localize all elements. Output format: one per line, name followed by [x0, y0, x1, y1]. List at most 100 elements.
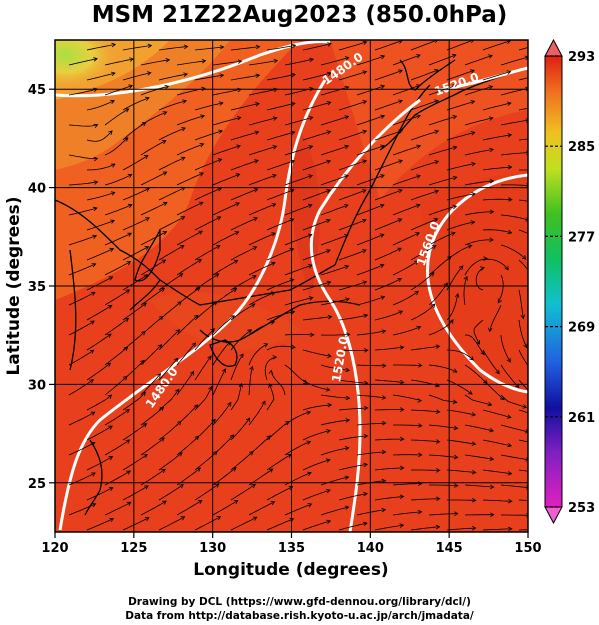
streamline [428, 176, 457, 186]
streamline [410, 498, 440, 501]
streamline-arrowhead [177, 301, 182, 306]
streamline-arrowhead [110, 99, 115, 105]
streamline [68, 320, 95, 336]
streamline-arrowhead [182, 99, 187, 104]
streamline [320, 298, 350, 306]
streamline [266, 74, 296, 81]
streamline-arrowhead [363, 491, 368, 497]
streamline [140, 140, 167, 156]
streamline-arrowhead [255, 102, 260, 107]
streamline [86, 72, 116, 81]
streamline [374, 218, 402, 231]
streamline-arrowhead [201, 59, 207, 64]
y-axis-label: Latitude (degrees) [4, 196, 24, 375]
streamline-arrowhead [90, 291, 96, 296]
streamline-arrowhead [344, 204, 349, 209]
streamline [392, 54, 421, 66]
streamline-arrowhead [180, 216, 186, 221]
streamline-arrowhead [310, 332, 315, 338]
streamline [86, 362, 111, 381]
streamline-arrowhead [381, 329, 387, 334]
streamline [500, 424, 528, 433]
streamline-arrowhead [109, 247, 115, 253]
streamline [140, 85, 169, 96]
streamline-arrowhead [252, 516, 258, 521]
y-tick-label: 35 [28, 280, 46, 295]
streamline-arrowhead [418, 481, 423, 486]
streamline [266, 189, 295, 201]
streamline-arrowhead [127, 174, 133, 179]
streamline [464, 334, 485, 355]
streamline [194, 516, 221, 531]
streamline-arrowhead [344, 234, 349, 239]
streamline-arrowhead [108, 487, 114, 492]
streamline [230, 275, 257, 291]
streamline [428, 256, 452, 276]
streamline-arrowhead [285, 421, 290, 426]
streamline-arrowhead [452, 368, 458, 373]
streamline-arrowhead [162, 111, 168, 116]
streamline [270, 370, 286, 396]
streamline-arrowhead [417, 509, 423, 515]
streamline [374, 524, 404, 531]
streamline-arrowhead [144, 517, 150, 522]
colorbar-tick-label: 253 [568, 501, 595, 516]
streamline-arrowhead [93, 123, 99, 129]
streamline-arrowhead [108, 130, 113, 135]
streamline-arrowhead [263, 343, 269, 348]
streamline-arrowhead [175, 329, 181, 334]
streamline-arrowhead [489, 427, 495, 433]
streamline-arrowhead [507, 442, 513, 448]
streamline-arrowhead [159, 406, 165, 412]
streamline [104, 261, 131, 276]
streamline-arrowhead [196, 467, 201, 472]
streamline [518, 199, 528, 202]
streamline-arrowhead [142, 302, 147, 307]
streamline [284, 116, 313, 126]
streamline [410, 345, 440, 351]
streamline-arrowhead [108, 425, 113, 430]
streamline [158, 100, 187, 111]
streamline-arrowhead [180, 156, 186, 161]
streamline-arrowhead [266, 435, 272, 440]
streamline [194, 451, 218, 471]
streamline [374, 467, 404, 471]
streamline [266, 454, 292, 471]
streamline [482, 258, 509, 271]
streamline-arrowhead [291, 101, 296, 107]
streamline [104, 289, 130, 306]
streamline [338, 71, 367, 81]
streamline-arrowhead [434, 99, 439, 104]
streamline-arrowhead [270, 261, 276, 267]
streamline [338, 100, 367, 111]
streamline [86, 487, 114, 501]
streamline [284, 234, 312, 246]
streamline-arrowhead [91, 472, 96, 477]
streamline [518, 439, 528, 443]
streamline [104, 137, 129, 156]
streamline-arrowhead [452, 84, 457, 89]
streamline [392, 260, 419, 276]
streamline [68, 411, 95, 426]
streamline [212, 60, 242, 66]
streamline-arrowhead [452, 204, 458, 210]
streamline-arrowhead [507, 197, 513, 202]
streamline-arrowhead [416, 84, 421, 89]
streamline-arrowhead [344, 56, 350, 61]
streamline [194, 102, 223, 111]
streamline [230, 160, 259, 171]
streamline-arrowhead [291, 72, 297, 78]
streamline [248, 400, 266, 426]
streamline [356, 509, 386, 516]
streamline [158, 187, 186, 201]
streamline [482, 40, 511, 51]
streamline-arrowhead [416, 144, 422, 149]
streamline-arrowhead [531, 370, 535, 374]
streamline [464, 149, 494, 156]
streamline-arrowhead [400, 407, 405, 412]
streamline [284, 364, 308, 384]
streamline [374, 278, 402, 291]
streamline-arrowhead [487, 327, 493, 333]
streamline [428, 424, 458, 429]
streamline-arrowhead [90, 320, 95, 325]
